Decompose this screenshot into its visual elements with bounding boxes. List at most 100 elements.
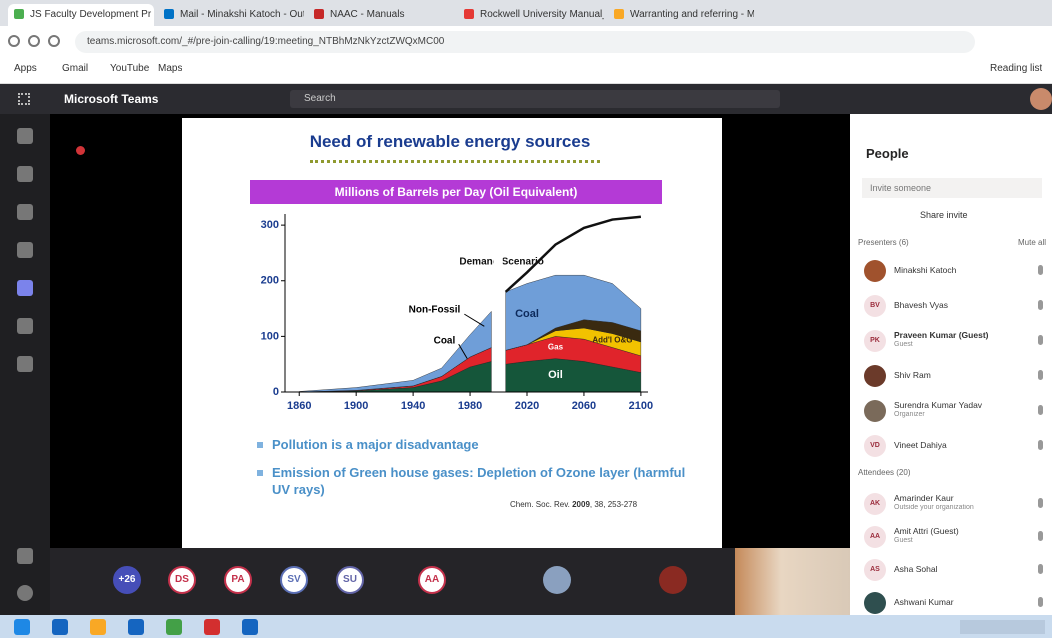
- tab[interactable]: Mail - Minakshi Katoch - Outlook: [158, 4, 304, 26]
- citation: Chem. Soc. Rev. 2009, 38, 253-278: [510, 500, 637, 509]
- rail-icon[interactable]: [17, 318, 33, 334]
- participant-avatar[interactable]: +26: [113, 566, 141, 594]
- bookmark[interactable]: Apps: [14, 63, 37, 79]
- bookmark[interactable]: Maps: [158, 63, 182, 79]
- rail-icon[interactable]: [17, 242, 33, 258]
- taskbar-icon[interactable]: [90, 619, 106, 635]
- x-tick-label: 2020: [515, 400, 539, 412]
- person-role: Organizer: [894, 411, 1014, 418]
- rail-icon[interactable]: [17, 585, 33, 601]
- participant-avatar[interactable]: SV: [280, 566, 308, 594]
- tab-icon: [14, 9, 24, 19]
- mic-icon[interactable]: [1038, 300, 1043, 310]
- screen: JS Faculty Development PrMail - Minakshi…: [0, 0, 1052, 638]
- participant-avatar[interactable]: SU: [336, 566, 364, 594]
- person-role: Outside your organization: [894, 504, 1014, 511]
- person-avatar[interactable]: [864, 260, 886, 282]
- taskbar-icon[interactable]: [14, 619, 30, 635]
- taskbar-icon[interactable]: [52, 619, 68, 635]
- nav-button[interactable]: [8, 35, 20, 47]
- tab-icon: [164, 9, 174, 19]
- mic-icon[interactable]: [1038, 440, 1043, 450]
- chart-title: Millions of Barrels per Day (Oil Equival…: [335, 185, 578, 199]
- person-name[interactable]: Ashwani Kumar: [894, 597, 1014, 607]
- taskbar-icon[interactable]: [242, 619, 258, 635]
- section-header: Attendees (20): [858, 468, 910, 477]
- person-name[interactable]: Minakshi Katoch: [894, 265, 1014, 275]
- mic-icon[interactable]: [1038, 370, 1043, 380]
- taskbar-icon[interactable]: [128, 619, 144, 635]
- new-tab-button[interactable]: [760, 6, 776, 22]
- person-name[interactable]: Shiv Ram: [894, 370, 1014, 380]
- mute-all[interactable]: Mute all: [1018, 238, 1052, 247]
- participant-avatar[interactable]: AA: [418, 566, 446, 594]
- x-tick-label: 1860: [287, 400, 311, 412]
- person-role: Guest: [894, 341, 1014, 348]
- bookmark[interactable]: YouTube: [110, 63, 149, 79]
- share-invite[interactable]: Share invite: [920, 210, 968, 220]
- bookmark[interactable]: Reading list: [990, 63, 1042, 79]
- person-avatar[interactable]: BV: [864, 295, 886, 317]
- person-avatar[interactable]: VD: [864, 435, 886, 457]
- video-tile[interactable]: [735, 548, 850, 615]
- person-name[interactable]: Vineet Dahiya: [894, 440, 1014, 450]
- mic-icon[interactable]: [1038, 597, 1043, 607]
- annotation: Coal: [434, 335, 456, 346]
- panel-close[interactable]: [1015, 146, 1045, 160]
- x-tick-label: 1980: [458, 400, 482, 412]
- bookmark[interactable]: Gmail: [62, 63, 88, 79]
- person-avatar[interactable]: AA: [864, 526, 886, 548]
- person-avatar[interactable]: [864, 592, 886, 614]
- nav-button[interactable]: [28, 35, 40, 47]
- search-box[interactable]: Search: [290, 90, 780, 108]
- rail-icon[interactable]: [17, 204, 33, 220]
- person-name[interactable]: Praveen Kumar (Guest): [894, 330, 1014, 340]
- history-gap: [494, 210, 503, 392]
- invite-box[interactable]: Invite someone: [862, 178, 1042, 198]
- taskbar-icon[interactable]: [204, 619, 220, 635]
- tab-icon: [614, 9, 624, 19]
- rail-icon[interactable]: [17, 356, 33, 372]
- person-avatar[interactable]: AS: [864, 559, 886, 581]
- tab[interactable]: Rockwell University Manual_1.pdf: [458, 4, 604, 26]
- bullet-marker: [257, 470, 263, 476]
- bullet-text: Pollution is a major disadvantage: [272, 436, 692, 453]
- tab[interactable]: Warranting and referring - Mai: [608, 4, 754, 26]
- x-tick-label: 1940: [401, 400, 425, 412]
- person-name[interactable]: Surendra Kumar Yadav: [894, 400, 1014, 410]
- address-bar[interactable]: teams.microsoft.com/_#/pre-join-calling/…: [75, 31, 975, 53]
- participant-photo[interactable]: [659, 566, 687, 594]
- participant-avatar[interactable]: PA: [224, 566, 252, 594]
- rail-icon[interactable]: [17, 548, 33, 564]
- mic-icon[interactable]: [1038, 405, 1043, 415]
- mic-icon[interactable]: [1038, 498, 1043, 508]
- mic-icon[interactable]: [1038, 564, 1043, 574]
- mic-icon[interactable]: [1038, 265, 1043, 275]
- series-label: Gas: [548, 343, 564, 352]
- user-avatar[interactable]: [1030, 88, 1052, 110]
- y-tick-label: 300: [261, 219, 279, 231]
- person-name[interactable]: Amarinder Kaur: [894, 493, 1014, 503]
- rail-icon[interactable]: [17, 128, 33, 144]
- system-tray: [960, 620, 1045, 634]
- person-name[interactable]: Bhavesh Vyas: [894, 300, 1014, 310]
- citation-year: 2009: [570, 500, 590, 509]
- tab[interactable]: NAAC - Manuals: [308, 4, 454, 26]
- person-name[interactable]: Asha Sohal: [894, 564, 1014, 574]
- mic-icon[interactable]: [1038, 335, 1043, 345]
- person-avatar[interactable]: PK: [864, 330, 886, 352]
- nav-button[interactable]: [48, 35, 60, 47]
- taskbar-icon[interactable]: [166, 619, 182, 635]
- series-label: Oil: [548, 369, 563, 381]
- participant-avatar[interactable]: DS: [168, 566, 196, 594]
- person-avatar[interactable]: [864, 365, 886, 387]
- tab[interactable]: JS Faculty Development Pr: [8, 4, 154, 26]
- mic-icon[interactable]: [1038, 531, 1043, 541]
- person-avatar[interactable]: [864, 400, 886, 422]
- participant-photo[interactable]: [543, 566, 571, 594]
- rail-icon[interactable]: [17, 280, 33, 296]
- tab-icon: [464, 9, 474, 19]
- rail-icon[interactable]: [17, 166, 33, 182]
- person-avatar[interactable]: AK: [864, 493, 886, 515]
- person-name[interactable]: Amit Attri (Guest): [894, 526, 1014, 536]
